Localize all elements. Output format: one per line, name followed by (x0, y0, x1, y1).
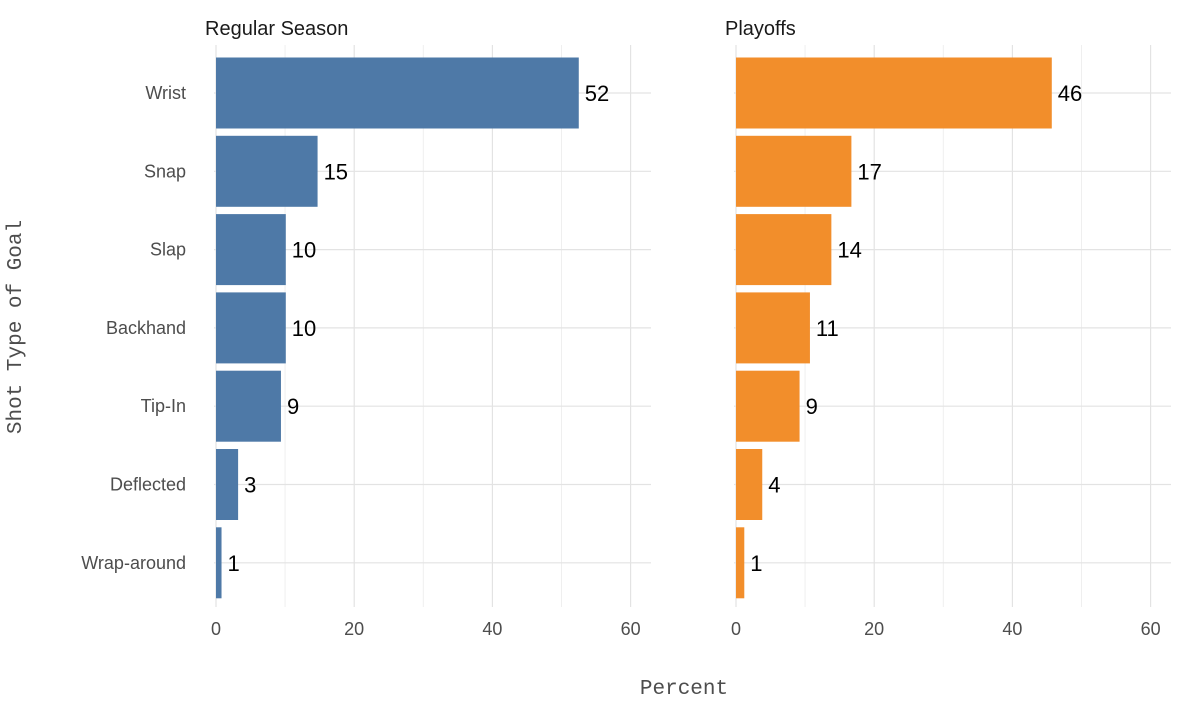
data-label: 52 (585, 81, 609, 106)
x-tick-label: 0 (731, 619, 741, 639)
x-tick-label: 60 (621, 619, 641, 639)
bar-snap (216, 135, 318, 207)
bar-deflected (216, 449, 239, 520)
y-axis-labels: Wrist Snap Slap Backhand Tip-In Deflected Wrap… (81, 83, 186, 573)
panel-title: Playoffs (725, 18, 796, 40)
panel-1: Playoffs 46 17 14 11 9 4 1 0 20 40 60 (725, 18, 1171, 639)
data-label: 1 (750, 551, 762, 576)
panel-title: Regular Season (205, 18, 348, 40)
y-tick-label: Snap (144, 161, 186, 181)
data-label: 9 (287, 394, 299, 419)
bar-tip-in (216, 370, 281, 442)
bar-wrap-around (216, 527, 222, 599)
y-tick-label: Backhand (106, 318, 186, 338)
data-label: 14 (837, 238, 861, 263)
x-tick-label: 40 (482, 619, 502, 639)
data-label: 3 (244, 473, 256, 498)
data-label: 15 (324, 159, 348, 184)
data-label: 9 (806, 394, 818, 419)
bar-wrap-around (736, 527, 745, 599)
x-tick-label: 20 (344, 619, 364, 639)
bar-snap (736, 135, 852, 207)
y-tick-label: Wrap-around (81, 553, 186, 573)
y-axis-title: Shot Type of Goal (5, 220, 28, 434)
y-tick-label: Slap (150, 240, 186, 260)
data-label: 46 (1058, 81, 1082, 106)
x-tick-label: 0 (211, 619, 221, 639)
x-tick-label: 20 (864, 619, 884, 639)
bar-slap (216, 214, 286, 286)
data-label: 4 (768, 473, 780, 498)
bar-backhand (216, 292, 286, 364)
x-tick-label: 60 (1141, 619, 1161, 639)
data-label: 10 (292, 238, 316, 263)
bar-tip-in (736, 370, 800, 442)
y-tick-label: Deflected (110, 475, 186, 495)
x-axis-title: Percent (640, 678, 728, 701)
data-label: 17 (857, 159, 881, 184)
bar-wrist (216, 57, 579, 129)
data-label: 10 (292, 316, 316, 341)
bar-wrist (736, 57, 1052, 129)
data-label: 11 (816, 316, 839, 341)
bar-deflected (736, 449, 763, 520)
y-tick-label: Tip-In (141, 396, 186, 416)
y-tick-label: Wrist (145, 83, 186, 103)
bar-slap (736, 214, 832, 286)
data-label: 1 (228, 551, 240, 576)
bar-backhand (736, 292, 810, 364)
x-tick-label: 40 (1002, 619, 1022, 639)
